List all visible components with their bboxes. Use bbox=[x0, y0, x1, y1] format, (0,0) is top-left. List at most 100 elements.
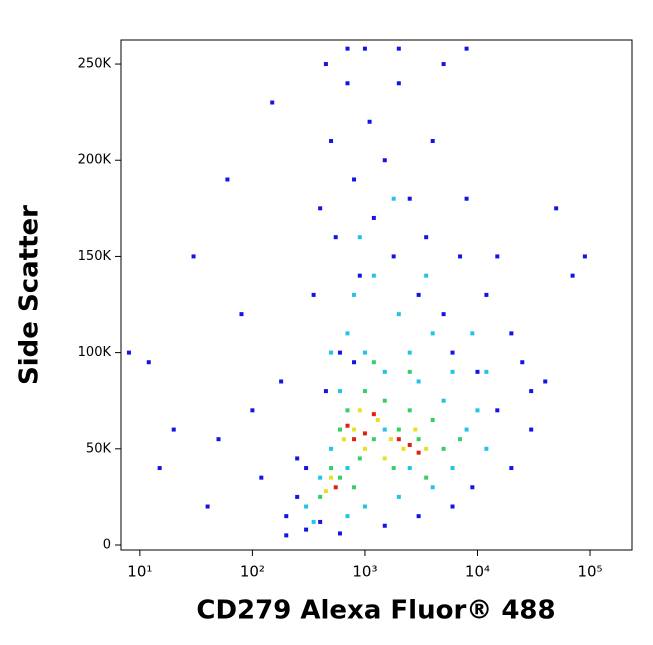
point bbox=[362, 350, 367, 355]
x-axis-title: CD279 Alexa Fluor® 488 bbox=[196, 596, 555, 626]
point bbox=[357, 273, 362, 278]
point bbox=[375, 417, 380, 422]
point bbox=[284, 514, 289, 519]
point bbox=[329, 350, 334, 355]
point bbox=[341, 437, 346, 442]
point bbox=[388, 437, 393, 442]
point bbox=[458, 437, 463, 442]
y-tick-label: 50K bbox=[86, 441, 112, 456]
point bbox=[475, 369, 480, 374]
point bbox=[484, 446, 489, 451]
point bbox=[416, 379, 421, 384]
point bbox=[396, 46, 401, 51]
point bbox=[367, 119, 372, 124]
point bbox=[345, 408, 350, 413]
point bbox=[407, 196, 412, 201]
point bbox=[352, 427, 357, 432]
point bbox=[371, 215, 376, 220]
point bbox=[270, 100, 275, 105]
point bbox=[329, 138, 334, 143]
point bbox=[407, 369, 412, 374]
point bbox=[362, 46, 367, 51]
point bbox=[495, 408, 500, 413]
point bbox=[371, 273, 376, 278]
point bbox=[146, 360, 151, 365]
x-tick-label: 10⁵ bbox=[577, 563, 602, 581]
point bbox=[371, 412, 376, 417]
point bbox=[430, 485, 435, 490]
point bbox=[470, 331, 475, 336]
point bbox=[295, 494, 300, 499]
point bbox=[318, 519, 323, 524]
point bbox=[259, 475, 264, 480]
point bbox=[225, 177, 230, 182]
point bbox=[430, 417, 435, 422]
point bbox=[450, 466, 455, 471]
point bbox=[529, 427, 534, 432]
point bbox=[337, 531, 342, 536]
point bbox=[441, 62, 446, 67]
point bbox=[464, 46, 469, 51]
point bbox=[509, 466, 514, 471]
y-tick-label: 100K bbox=[78, 345, 112, 360]
point bbox=[362, 446, 367, 451]
point bbox=[239, 312, 244, 317]
y-tick-label: 250K bbox=[78, 57, 112, 72]
point bbox=[407, 350, 412, 355]
point bbox=[362, 504, 367, 509]
point bbox=[311, 519, 316, 524]
point bbox=[470, 485, 475, 490]
point bbox=[554, 206, 559, 211]
point bbox=[191, 254, 196, 259]
x-tick-label: 10¹ bbox=[127, 563, 152, 581]
point bbox=[345, 466, 350, 471]
point bbox=[424, 235, 429, 240]
point bbox=[441, 446, 446, 451]
point bbox=[396, 437, 401, 442]
point bbox=[391, 196, 396, 201]
point bbox=[157, 466, 162, 471]
point bbox=[357, 456, 362, 461]
point bbox=[329, 475, 334, 480]
point bbox=[329, 466, 334, 471]
point bbox=[323, 389, 328, 394]
point bbox=[362, 389, 367, 394]
point bbox=[484, 369, 489, 374]
point bbox=[318, 206, 323, 211]
point bbox=[396, 427, 401, 432]
point bbox=[391, 466, 396, 471]
point bbox=[357, 408, 362, 413]
point bbox=[329, 446, 334, 451]
point bbox=[352, 485, 357, 490]
point bbox=[396, 494, 401, 499]
point bbox=[495, 254, 500, 259]
point bbox=[401, 446, 406, 451]
point bbox=[250, 408, 255, 413]
point bbox=[382, 398, 387, 403]
point bbox=[205, 504, 210, 509]
point bbox=[430, 331, 435, 336]
point bbox=[413, 427, 418, 432]
point bbox=[371, 360, 376, 365]
point bbox=[382, 523, 387, 528]
point bbox=[362, 431, 367, 436]
point bbox=[337, 350, 342, 355]
x-tick-label: 10³ bbox=[352, 563, 377, 581]
point bbox=[279, 379, 284, 384]
point bbox=[337, 427, 342, 432]
point bbox=[352, 292, 357, 297]
point bbox=[464, 427, 469, 432]
point bbox=[345, 81, 350, 86]
y-tick-label: 0 bbox=[103, 537, 111, 552]
point bbox=[424, 273, 429, 278]
point bbox=[475, 408, 480, 413]
point bbox=[295, 456, 300, 461]
point bbox=[582, 254, 587, 259]
point bbox=[543, 379, 548, 384]
x-tick-label: 10⁴ bbox=[465, 563, 490, 581]
point bbox=[382, 456, 387, 461]
point bbox=[345, 46, 350, 51]
point bbox=[337, 389, 342, 394]
point bbox=[416, 514, 421, 519]
